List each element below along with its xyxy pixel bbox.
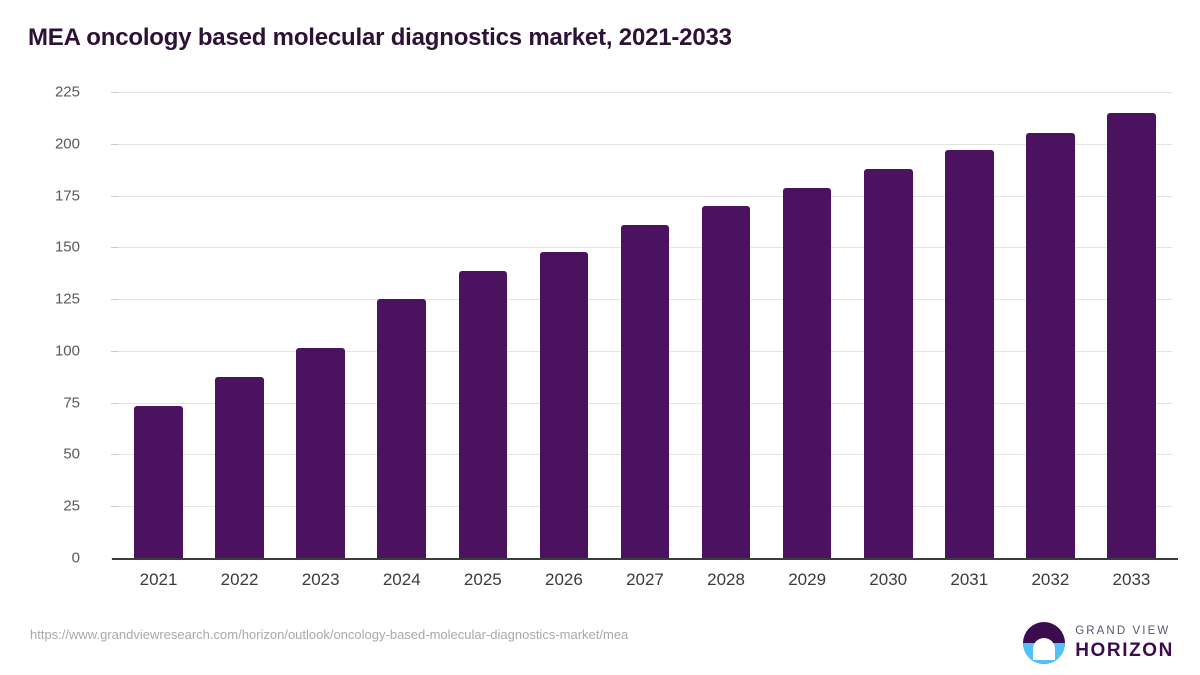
bar-slot [458, 92, 508, 558]
bar-2029[interactable] [782, 187, 832, 558]
bar-2023[interactable] [296, 347, 345, 558]
bar-slot [539, 92, 589, 558]
x-axis-label-2024: 2024 [382, 570, 421, 589]
x-axis-label-2033: 2033 [1112, 570, 1151, 589]
bar-slot [296, 92, 345, 558]
x-axis-labels: 2021 2022 2023 2024 2025 2026 2027 2028 2029 2030… [118, 570, 1172, 596]
bar-2028[interactable] [701, 205, 751, 558]
x-axis-label-2026: 2026 [544, 570, 583, 589]
bar-2027[interactable] [620, 224, 670, 558]
y-axis-tickmark [111, 247, 118, 249]
y-axis-title: Market Size (US$M) [16, 0, 38, 136]
bar-slot [701, 92, 751, 558]
bar-2026[interactable] [539, 251, 589, 558]
bar-2022[interactable] [215, 377, 264, 558]
bar-2025[interactable] [458, 270, 508, 558]
y-axis-tickmark [111, 143, 118, 145]
horizon-sun-icon [1023, 622, 1066, 664]
logo-text-horizon: HORIZON [1075, 640, 1174, 662]
logo-wordmark: GRAND VIEW HORIZON [1075, 624, 1174, 662]
x-axis-label-2025: 2025 [463, 570, 502, 589]
y-axis-tick-label: 150 [54, 238, 80, 256]
y-axis-tick-label: 200 [54, 135, 80, 153]
gridline [118, 143, 1172, 145]
bar-slot [377, 92, 427, 558]
x-axis-label-2032: 2032 [1031, 570, 1070, 589]
y-axis-tick-label: 100 [54, 342, 80, 360]
y-axis-tickmark [111, 92, 118, 93]
logo-line-bottom [1039, 653, 1050, 656]
gridline [118, 195, 1172, 197]
chart-bars [118, 92, 1172, 558]
gridline [118, 92, 1172, 93]
y-axis-tick-label: 25 [63, 497, 80, 515]
y-axis-tickmark [111, 454, 118, 456]
y-axis-tick-label: 225 [54, 83, 80, 101]
x-axis-label-2023: 2023 [301, 570, 340, 589]
bar-slot [215, 92, 264, 558]
bar-2032[interactable] [1026, 132, 1075, 558]
x-axis-label-2028: 2028 [707, 570, 745, 589]
bar-slot [1026, 92, 1075, 558]
logo-text-grand-view: GRAND VIEW [1075, 624, 1171, 637]
bar-2030[interactable] [863, 169, 913, 558]
y-axis-tick-label: 175 [54, 187, 80, 205]
y-axis-tickmark [111, 195, 118, 197]
bar-slot [620, 92, 670, 558]
x-axis-line [112, 558, 1178, 560]
x-axis-label-2031: 2031 [950, 570, 989, 589]
x-axis-label-2027: 2027 [626, 570, 664, 589]
source-url[interactable]: https://www.grandviewresearch.com/horizo… [30, 627, 629, 642]
x-axis-label-2029: 2029 [788, 570, 827, 589]
x-axis-label-2022: 2022 [220, 570, 259, 589]
bar-slot [1107, 92, 1156, 558]
x-axis-label-2021: 2021 [139, 570, 178, 589]
logo-line-top [1036, 648, 1053, 652]
page-title: MEA oncology based molecular diagnostics… [28, 24, 732, 51]
y-axis-tickmark [111, 350, 118, 352]
y-axis-tickmark [111, 299, 118, 301]
bar-2033[interactable] [1107, 112, 1156, 558]
brand-logo[interactable]: GRAND VIEW HORIZON [1023, 619, 1174, 667]
y-axis-tickmark [111, 402, 118, 404]
y-axis-tickmark [111, 506, 118, 508]
bar-slot [782, 92, 832, 558]
bar-slot [944, 92, 994, 558]
y-axis-tick-label: 125 [54, 290, 80, 308]
y-axis-tick-label: 50 [63, 445, 80, 463]
bar-2021[interactable] [134, 405, 183, 558]
y-axis-tick-label: 0 [71, 549, 80, 567]
x-axis-label-2030: 2030 [869, 570, 908, 589]
y-axis-tick-label: 75 [63, 394, 80, 412]
bar-2024[interactable] [377, 299, 427, 558]
bar-2031[interactable] [944, 150, 994, 558]
bar-slot [863, 92, 913, 558]
bar-slot [134, 92, 183, 558]
